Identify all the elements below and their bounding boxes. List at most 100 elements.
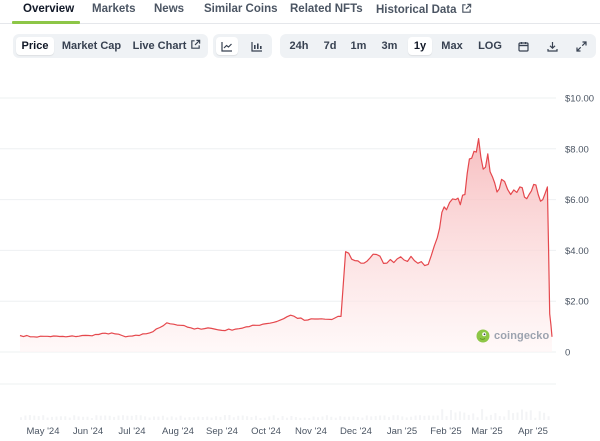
range-1m-button[interactable]: 1m bbox=[350, 40, 367, 52]
volume-bar bbox=[272, 415, 275, 420]
tab-overview[interactable]: Overview bbox=[23, 3, 75, 15]
volume-bar bbox=[463, 412, 466, 420]
volume-bar bbox=[472, 413, 475, 420]
volume-bar bbox=[201, 417, 204, 420]
volume-bar bbox=[379, 415, 382, 420]
volume-bar bbox=[343, 416, 346, 420]
x-tick-label: Feb '25 bbox=[430, 426, 461, 437]
volume-bar bbox=[547, 416, 550, 420]
range-group: 24h 7d 1m 3m 1y Max LOG bbox=[280, 34, 596, 58]
coingecko-logo-icon bbox=[476, 329, 490, 343]
volume-bar bbox=[130, 415, 133, 420]
volume-bar bbox=[179, 415, 182, 420]
volume-bar bbox=[68, 417, 71, 420]
price-line bbox=[19, 138, 553, 338]
range-7d-button[interactable]: 7d bbox=[323, 40, 337, 52]
volume-bar bbox=[410, 416, 413, 420]
tab-related-nfts[interactable]: Related NFTs bbox=[290, 3, 363, 15]
y-tick-label: $2.00 bbox=[565, 297, 589, 308]
tab-similar-coins[interactable]: Similar Coins bbox=[204, 3, 278, 15]
volume-bar bbox=[144, 416, 147, 420]
external-link-icon bbox=[461, 3, 471, 13]
fullscreen-button[interactable] bbox=[570, 37, 592, 55]
tab-historical-data[interactable]: Historical Data bbox=[376, 3, 472, 16]
volume-bar bbox=[99, 415, 102, 420]
volume-bar bbox=[95, 415, 98, 420]
volume-bar bbox=[334, 417, 337, 420]
volume-bar bbox=[507, 410, 510, 420]
y-tick-label: $6.00 bbox=[565, 195, 589, 206]
volume-bar bbox=[153, 416, 155, 420]
volume-bar bbox=[77, 416, 80, 420]
volume-bar bbox=[361, 417, 364, 420]
range-3m-button[interactable]: 3m bbox=[381, 40, 398, 52]
volume-bar bbox=[503, 416, 506, 420]
chart-style-group bbox=[213, 34, 272, 58]
market-cap-button[interactable]: Market Cap bbox=[61, 40, 122, 52]
external-link-icon bbox=[191, 39, 201, 49]
x-tick-label: Apr '25 bbox=[518, 426, 548, 437]
volume-bar bbox=[139, 415, 142, 420]
volume-bar bbox=[294, 417, 297, 420]
volume-bar bbox=[255, 415, 257, 420]
volume-bar bbox=[104, 415, 107, 420]
volume-bar bbox=[290, 416, 293, 420]
range-max-button[interactable]: Max bbox=[441, 40, 463, 52]
volume-bar bbox=[20, 417, 22, 420]
volume-bar bbox=[170, 416, 173, 420]
candlestick-button[interactable] bbox=[246, 37, 268, 55]
active-tab-indicator bbox=[12, 21, 80, 24]
line-chart-button[interactable] bbox=[216, 37, 238, 55]
volume-bar bbox=[223, 415, 226, 420]
volume-bar bbox=[37, 416, 40, 420]
volume-bar bbox=[485, 416, 488, 420]
volume-bar bbox=[401, 416, 404, 420]
volume-bar bbox=[228, 415, 231, 420]
volume-bar bbox=[348, 416, 351, 420]
x-tick-label: Jun '24 bbox=[73, 426, 103, 437]
download-button[interactable] bbox=[541, 37, 563, 55]
volume-bar bbox=[210, 417, 213, 420]
x-tick-label: Aug '24 bbox=[162, 426, 194, 437]
price-chart[interactable]: 0 $2.00 $4.00 $6.00 $8.00 $10.00 May '24 Jun '… bbox=[0, 70, 600, 441]
x-tick-label: Jul '24 bbox=[118, 426, 145, 437]
range-1y-button[interactable]: 1y bbox=[408, 37, 432, 55]
volume-bar bbox=[396, 415, 399, 420]
volume-bar bbox=[113, 416, 116, 420]
tab-markets[interactable]: Markets bbox=[92, 3, 136, 15]
volume-bar bbox=[529, 410, 532, 420]
price-button[interactable]: Price bbox=[16, 37, 54, 55]
volume-bar bbox=[308, 418, 311, 420]
volume-bar bbox=[538, 411, 541, 420]
volume-bar bbox=[432, 415, 435, 420]
coingecko-watermark-text: coingecko bbox=[494, 330, 550, 342]
volume-bar bbox=[117, 415, 120, 420]
volume-bar bbox=[450, 410, 452, 420]
volume-bar bbox=[82, 416, 85, 420]
volume-bar bbox=[51, 416, 53, 420]
log-scale-button[interactable]: LOG bbox=[478, 40, 502, 52]
tab-news[interactable]: News bbox=[154, 3, 185, 15]
volume-bar bbox=[42, 415, 45, 420]
live-chart-button[interactable]: Live Chart bbox=[129, 37, 205, 55]
volume-bar bbox=[476, 417, 479, 420]
x-tick-label: May '24 bbox=[27, 426, 60, 437]
range-24h-button[interactable]: 24h bbox=[289, 40, 309, 52]
volume-bar bbox=[312, 416, 315, 420]
volume-bar bbox=[250, 417, 253, 420]
calendar-button[interactable] bbox=[512, 37, 534, 55]
volume-bar bbox=[33, 415, 36, 420]
tab-bar: Overview Markets News Similar Coins Rela… bbox=[0, 0, 600, 24]
volume-bar bbox=[166, 417, 169, 420]
volume-bar bbox=[321, 416, 324, 420]
x-tick-label: Oct '24 bbox=[251, 426, 281, 437]
view-toggle-group: Price Market Cap Live Chart bbox=[13, 34, 208, 58]
volume-bar bbox=[441, 409, 444, 420]
volume-bar bbox=[423, 415, 426, 420]
volume-bar bbox=[188, 417, 191, 420]
volume-bar bbox=[339, 416, 342, 420]
volume-bar bbox=[356, 417, 359, 420]
volume-bar bbox=[286, 417, 288, 420]
y-tick-label: $8.00 bbox=[565, 144, 589, 155]
volume-bar bbox=[246, 416, 249, 420]
